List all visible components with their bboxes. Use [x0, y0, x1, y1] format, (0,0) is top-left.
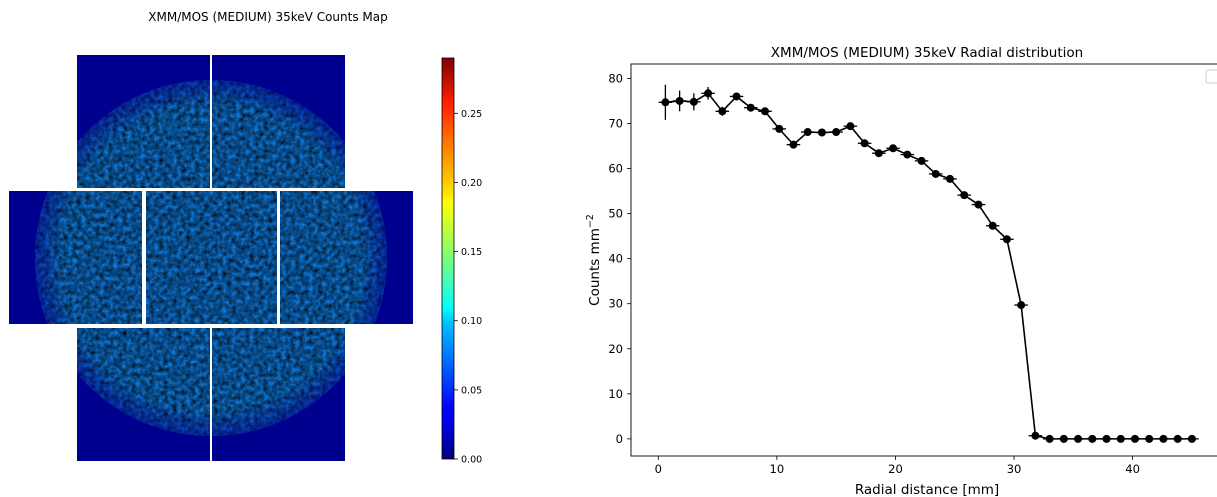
data-point — [960, 191, 969, 200]
chip-gap — [9, 324, 413, 328]
chip-gaps — [9, 55, 413, 461]
colorbar-tick-label: 0.10 — [461, 316, 482, 327]
data-point — [931, 169, 940, 178]
legend-box — [1205, 69, 1217, 84]
chip-gap — [277, 191, 280, 324]
y-tick-label: 20 — [608, 342, 623, 356]
data-point — [1102, 434, 1111, 443]
x-tick-label: 20 — [888, 462, 903, 476]
data-point — [1059, 434, 1068, 443]
colorbar-tick-label: 0.15 — [461, 247, 482, 258]
data-point — [846, 122, 855, 131]
data-point — [974, 200, 983, 209]
data-point — [704, 89, 713, 98]
counts-map-title: XMM/MOS (MEDIUM) 35keV Counts Map — [148, 10, 387, 24]
chip-gap — [77, 188, 345, 191]
x-tick-label: 10 — [770, 462, 785, 476]
chip-gap — [210, 328, 212, 461]
x-axis-label: Radial distance [mm] — [855, 482, 999, 497]
y-axis-label: Counts mm−2 — [585, 214, 603, 306]
data-point — [1130, 434, 1139, 443]
data-point — [1031, 431, 1040, 440]
chip-gap — [210, 55, 212, 188]
data-point — [775, 124, 784, 133]
y-tick-label: 50 — [608, 207, 623, 221]
data-point — [1173, 434, 1182, 443]
disc-edge-fade — [35, 80, 387, 436]
data-point — [832, 128, 841, 137]
data-point — [903, 150, 912, 159]
data-point — [889, 144, 898, 153]
detector-image — [9, 55, 413, 461]
y-tick-label: 80 — [608, 71, 623, 85]
y-tick-label: 10 — [608, 387, 623, 401]
data-point — [1088, 434, 1097, 443]
chip-gap — [142, 191, 146, 324]
data-point — [1002, 235, 1011, 244]
data-point — [789, 140, 798, 149]
colorbar-tick-label: 0.05 — [461, 385, 482, 396]
colorbar-tick-label: 0.25 — [461, 109, 482, 120]
data-point — [1045, 434, 1054, 443]
y-tick-label: 0 — [616, 432, 623, 446]
y-tick-label: 30 — [608, 297, 623, 311]
plot-area — [630, 63, 1217, 457]
colorbar-ticks: 0.00 0.05 0.10 0.15 0.20 0.25 — [454, 109, 482, 466]
colorbar: 0.00 0.05 0.10 0.15 0.20 0.25 — [441, 57, 482, 466]
x-tick-label: 0 — [655, 462, 662, 476]
series-line — [665, 92, 1192, 440]
radial-plot-title: XMM/MOS (MEDIUM) 35keV Radial distributi… — [771, 45, 1083, 61]
data-point — [746, 103, 755, 112]
data-point — [1159, 434, 1168, 443]
counts-map-panel: XMM/MOS (MEDIUM) 35keV Counts Map 0.000.… — [9, 10, 482, 466]
data-point — [689, 97, 698, 106]
x-tick-label: 30 — [1007, 462, 1022, 476]
data-point — [1074, 434, 1083, 443]
data-point — [817, 128, 826, 137]
radial-series — [658, 84, 1199, 443]
y-axis-label-main: Counts mm — [587, 228, 603, 306]
colorbar-gradient — [441, 57, 455, 460]
colorbar-tick-label: 0.20 — [461, 178, 482, 189]
data-point — [718, 107, 727, 116]
data-point — [661, 98, 670, 107]
data-point — [1187, 434, 1196, 443]
data-point — [803, 128, 812, 137]
y-axis-label-superscript: −2 — [585, 214, 596, 228]
data-point — [1145, 434, 1154, 443]
radial-plot-panel: XMM/MOS (MEDIUM) 35keV Radial distributi… — [585, 45, 1217, 497]
y-tick-label: 40 — [608, 252, 623, 266]
y-tick-label: 60 — [608, 162, 623, 176]
data-point — [945, 174, 954, 183]
y-tick-label: 70 — [608, 116, 623, 130]
colorbar-tick-label: 0.00 — [461, 455, 482, 466]
data-point — [1017, 301, 1026, 310]
data-point — [988, 221, 997, 230]
data-point — [675, 96, 684, 105]
data-point — [917, 156, 926, 165]
data-point — [761, 107, 770, 116]
data-point — [874, 149, 883, 158]
data-point — [732, 92, 741, 101]
data-point — [860, 139, 869, 148]
radial-axes: 0 10 20 30 40 0 10 20 30 40 50 60 70 80 — [608, 71, 1140, 476]
data-point — [1116, 434, 1125, 443]
x-tick-label: 40 — [1125, 462, 1140, 476]
